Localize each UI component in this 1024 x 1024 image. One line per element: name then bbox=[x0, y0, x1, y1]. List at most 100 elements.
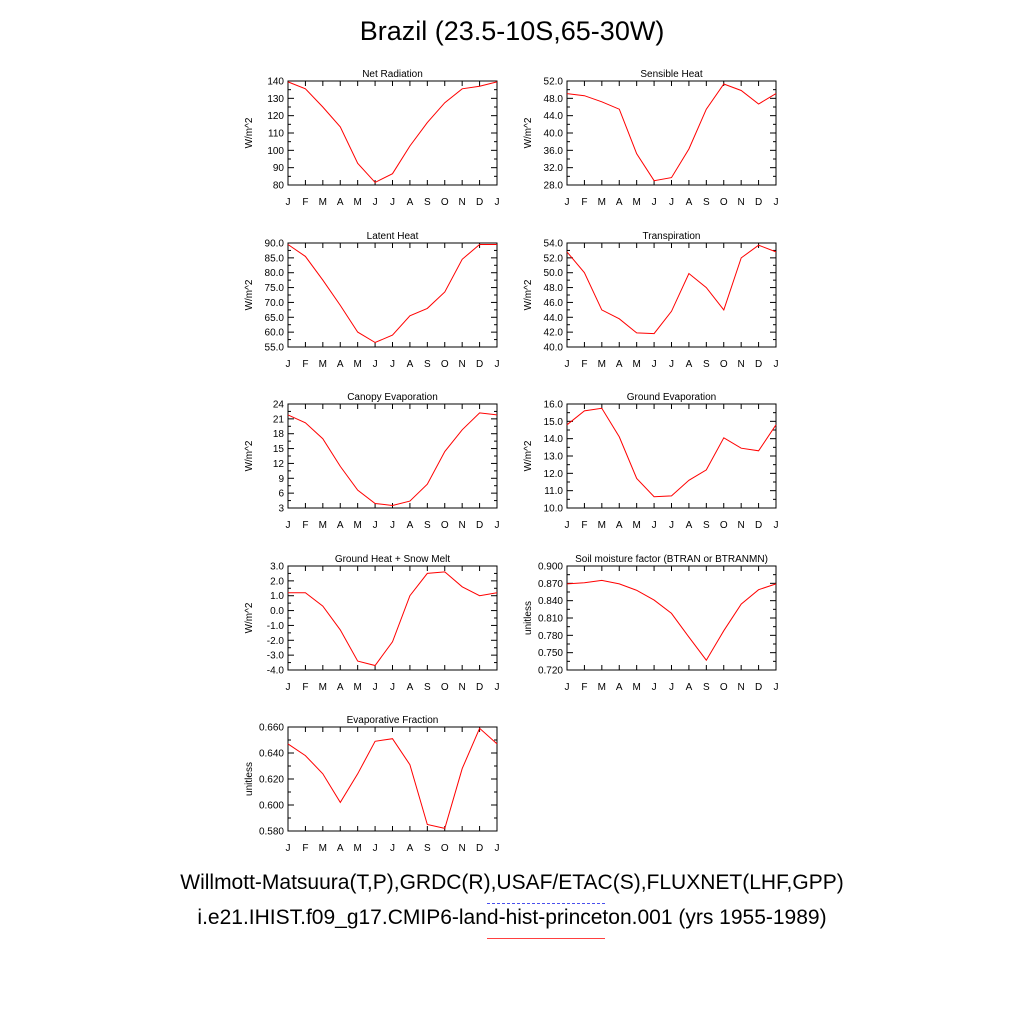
y-axis-label: W/m^2 bbox=[244, 440, 255, 471]
x-tick-label: J bbox=[652, 359, 657, 370]
y-tick-label: 75.0 bbox=[265, 283, 285, 294]
x-tick-label: J bbox=[565, 359, 570, 370]
y-tick-label: 0.660 bbox=[259, 723, 284, 734]
x-tick-label: A bbox=[407, 197, 414, 208]
x-tick-label: O bbox=[441, 682, 449, 693]
x-tick-label: J bbox=[565, 682, 570, 693]
x-tick-label: A bbox=[616, 682, 623, 693]
x-tick-label: J bbox=[495, 843, 500, 854]
y-tick-label: 0.840 bbox=[538, 596, 563, 607]
x-tick-label: J bbox=[774, 359, 779, 370]
y-tick-label: 60.0 bbox=[265, 328, 285, 339]
x-tick-label: S bbox=[703, 520, 710, 531]
y-tick-label: 1.0 bbox=[270, 591, 284, 602]
y-tick-label: 140 bbox=[267, 77, 284, 88]
x-tick-label: M bbox=[319, 843, 327, 854]
x-tick-label: S bbox=[424, 682, 431, 693]
y-tick-label: 46.0 bbox=[544, 298, 564, 309]
x-tick-label: J bbox=[286, 843, 291, 854]
y-tick-label: 55.0 bbox=[265, 343, 285, 354]
y-tick-label: 12 bbox=[273, 459, 285, 470]
y-tick-label: 70.0 bbox=[265, 298, 285, 309]
x-tick-label: J bbox=[669, 520, 674, 531]
chart-title: Latent Heat bbox=[367, 231, 419, 242]
x-tick-label: M bbox=[598, 682, 606, 693]
x-tick-label: J bbox=[652, 197, 657, 208]
y-tick-label: 52.0 bbox=[544, 253, 564, 264]
y-tick-label: 80.0 bbox=[265, 268, 285, 279]
plot-frame bbox=[287, 80, 498, 186]
y-tick-label: 0.810 bbox=[538, 614, 563, 625]
x-tick-label: D bbox=[476, 359, 483, 370]
x-tick-label: A bbox=[337, 843, 344, 854]
y-tick-label: 18 bbox=[273, 429, 285, 440]
y-tick-label: 0.720 bbox=[538, 666, 563, 677]
y-axis-label: W/m^2 bbox=[244, 602, 255, 633]
x-tick-label: A bbox=[337, 682, 344, 693]
plot-frame bbox=[287, 726, 498, 832]
y-tick-label: -2.0 bbox=[267, 636, 285, 647]
x-tick-label: J bbox=[373, 197, 378, 208]
y-tick-label: 10.0 bbox=[544, 504, 564, 515]
y-tick-label: -1.0 bbox=[267, 621, 285, 632]
y-tick-label: 54.0 bbox=[544, 239, 564, 250]
x-tick-label: J bbox=[495, 520, 500, 531]
y-axis-label: unitless bbox=[244, 762, 255, 796]
y-tick-label: 44.0 bbox=[544, 313, 564, 324]
x-tick-label: F bbox=[302, 359, 308, 370]
x-tick-label: J bbox=[286, 520, 291, 531]
x-tick-label: J bbox=[373, 843, 378, 854]
x-tick-label: D bbox=[476, 520, 483, 531]
observations-legend-line bbox=[487, 903, 605, 904]
x-tick-label: J bbox=[390, 520, 395, 531]
y-tick-label: 11.0 bbox=[544, 486, 563, 497]
x-tick-label: J bbox=[774, 682, 779, 693]
plot-frame bbox=[566, 242, 777, 348]
x-tick-label: N bbox=[459, 682, 466, 693]
x-tick-label: J bbox=[373, 520, 378, 531]
chart-title: Ground Heat + Snow Melt bbox=[335, 554, 451, 565]
x-tick-label: M bbox=[319, 682, 327, 693]
x-tick-label: D bbox=[755, 359, 762, 370]
plot-frame bbox=[287, 242, 498, 348]
x-tick-label: N bbox=[738, 359, 745, 370]
chart-title: Soil moisture factor (BTRAN or BTRANMN) bbox=[575, 554, 768, 565]
x-tick-label: M bbox=[353, 682, 361, 693]
x-tick-label: M bbox=[632, 520, 640, 531]
chart-title: Canopy Evaporation bbox=[347, 392, 438, 403]
x-tick-label: S bbox=[424, 843, 431, 854]
y-tick-label: 100 bbox=[267, 146, 284, 157]
y-tick-label: 0.900 bbox=[538, 562, 563, 573]
y-tick-label: 44.0 bbox=[544, 111, 564, 122]
plot-frame bbox=[287, 403, 498, 509]
case-name-label: i.e21.IHIST.f09_g17.CMIP6-land-hist-prin… bbox=[197, 906, 827, 929]
x-tick-label: D bbox=[755, 197, 762, 208]
plot-frame bbox=[566, 403, 777, 509]
y-tick-label: 28.0 bbox=[544, 181, 564, 192]
y-tick-label: 120 bbox=[267, 111, 284, 122]
y-tick-label: 0.640 bbox=[259, 749, 284, 760]
y-tick-label: 15.0 bbox=[544, 417, 564, 428]
plot-frame bbox=[566, 80, 777, 186]
y-tick-label: 40.0 bbox=[544, 129, 564, 140]
y-axis-label: unitless bbox=[523, 601, 534, 635]
x-tick-label: J bbox=[390, 359, 395, 370]
y-tick-label: 50.0 bbox=[544, 268, 564, 279]
y-tick-label: 3 bbox=[278, 504, 284, 515]
x-tick-label: J bbox=[774, 520, 779, 531]
series-line bbox=[566, 407, 777, 498]
plot-frame bbox=[287, 565, 498, 671]
chart-title: Evaporative Fraction bbox=[347, 715, 439, 726]
x-tick-label: A bbox=[686, 682, 693, 693]
x-tick-label: O bbox=[441, 359, 449, 370]
y-tick-label: 12.0 bbox=[544, 469, 564, 480]
y-tick-label: 90 bbox=[273, 163, 285, 174]
x-tick-label: M bbox=[632, 682, 640, 693]
x-tick-label: J bbox=[373, 359, 378, 370]
